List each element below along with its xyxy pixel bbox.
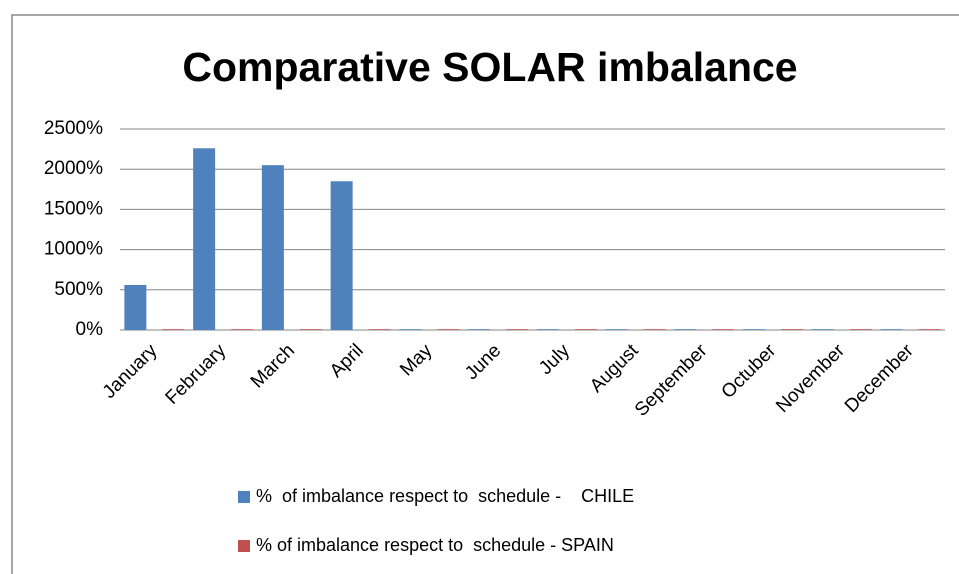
y-tick-label: 500%: [54, 279, 103, 300]
bar: [330, 181, 353, 330]
bar: [743, 329, 766, 330]
bar: [261, 165, 284, 330]
bar: [231, 329, 254, 330]
bar: [674, 329, 697, 330]
legend-swatch: [238, 491, 250, 503]
bar: [712, 329, 735, 330]
bar: [574, 329, 597, 330]
y-tick-label: 1000%: [44, 239, 103, 260]
chart-frame: [11, 14, 959, 574]
bar: [162, 329, 185, 330]
bar: [536, 329, 559, 330]
legend-label: % of imbalance respect to schedule - SPA…: [256, 535, 614, 555]
y-tick-label: 2500%: [44, 118, 103, 139]
bar: [605, 329, 628, 330]
y-tick-label: 1500%: [44, 198, 103, 219]
legend-swatch: [238, 540, 250, 552]
bar: [880, 329, 903, 330]
bar: [437, 329, 460, 330]
bar: [468, 329, 491, 330]
y-tick-label: 2000%: [44, 158, 103, 179]
bar: [781, 329, 804, 330]
bar: [299, 329, 322, 330]
chart-title: Comparative SOLAR imbalance: [182, 44, 797, 90]
bar: [918, 329, 941, 330]
bar: [506, 329, 529, 330]
bar: [849, 329, 872, 330]
bar: [193, 148, 216, 330]
bar: [811, 329, 834, 330]
bar: [368, 329, 391, 330]
bar: [643, 329, 666, 330]
bar: [399, 329, 422, 330]
bar: [124, 284, 147, 330]
legend-label: % of imbalance respect to schedule - CHI…: [256, 486, 634, 506]
y-tick-label: 0%: [76, 319, 104, 340]
